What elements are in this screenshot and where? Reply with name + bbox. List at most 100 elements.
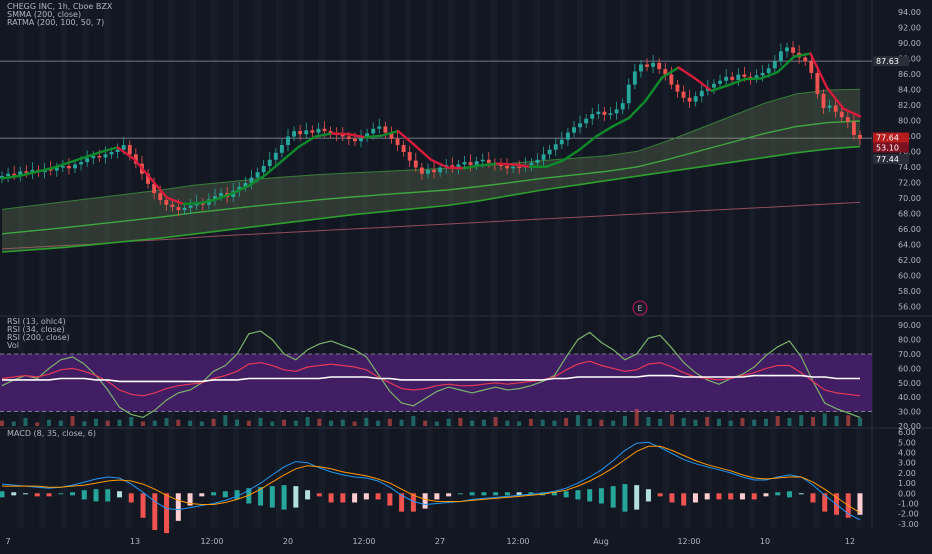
session-stripe (512, 0, 519, 528)
macd-hist-bar (293, 486, 299, 508)
ema-segment (627, 99, 647, 120)
price-tick-label: 66.00 (898, 225, 921, 234)
volume-bar (176, 419, 181, 426)
macd-hist-bar (481, 492, 487, 496)
candle-body (79, 162, 84, 165)
rsi-tick-label: 50.00 (898, 379, 921, 388)
ema-segment (347, 132, 367, 139)
session-stripe (598, 0, 605, 528)
rsi-tick-label: 60.00 (898, 364, 921, 373)
candle-body (158, 193, 163, 201)
macd-hist-bar (105, 489, 111, 502)
price-tick-label: 72.00 (898, 178, 921, 187)
rsi-200-line (2, 374, 860, 383)
symbol-line[interactable]: CHEGG INC, 1h, Cboe BZX (7, 2, 113, 11)
volume-bar (423, 420, 428, 426)
badge-rsi-bg (873, 142, 909, 153)
candle-body (304, 130, 309, 135)
ema-segment (660, 66, 680, 79)
macd-hist-bar (739, 493, 745, 500)
macd-line (1, 441, 861, 521)
candle-body (365, 133, 370, 138)
session-stripe (190, 0, 196, 528)
volume-bar (376, 420, 381, 426)
ema-segment (512, 163, 532, 168)
candle-body (60, 165, 65, 168)
volume-bar (799, 415, 804, 426)
macd-hist-bar (763, 493, 769, 497)
session-stripe (362, 0, 368, 528)
rsi-legend-34[interactable]: RSI (34, close) (7, 325, 65, 334)
candle-body (511, 166, 516, 169)
volume-bar (658, 418, 663, 426)
session-stripe (620, 0, 626, 528)
volume-bar (669, 414, 674, 426)
candle-body (687, 97, 692, 102)
rsi-legend-13[interactable]: RSI (13, ohlc4) (7, 317, 66, 326)
earnings-marker (632, 300, 648, 316)
candle-body (413, 160, 418, 168)
rsi-band (0, 354, 872, 412)
session-stripe (319, 0, 325, 528)
ratma-upper (1, 88, 861, 210)
ema-segment (413, 143, 433, 161)
candle-body (480, 159, 485, 162)
rsi-legend-200[interactable]: RSI (200, close) (7, 333, 70, 342)
candle-body (261, 165, 266, 173)
rsi-13-line (1, 330, 861, 419)
macd-tick-label: -3.00 (898, 520, 919, 529)
candle-body (541, 154, 546, 160)
macd-hist-bar (340, 493, 346, 503)
price-tick-label: 86.00 (898, 70, 921, 79)
rsi-tick-label: 90.00 (898, 321, 921, 330)
ema-segment (231, 184, 251, 195)
candle-body (152, 183, 157, 194)
macd-hist-bar (669, 493, 675, 503)
ema-segment (446, 166, 466, 170)
macd-hist-bar (622, 484, 628, 512)
candle-body (121, 145, 126, 150)
ema-segment (0, 174, 20, 180)
vol-legend[interactable]: Vol (7, 341, 19, 350)
macd-hist-bar (81, 490, 87, 500)
candle-body (438, 167, 443, 173)
smma-legend[interactable]: SMMA (200, close) (7, 10, 82, 19)
rsi-tick-label: 70.00 (898, 350, 921, 359)
candle-body (243, 183, 248, 187)
macd-tick-label: -1.00 (898, 500, 919, 509)
candle-body (298, 131, 303, 135)
candle-body (815, 72, 820, 94)
candle-body (468, 162, 473, 166)
price-tick-label: 60.00 (898, 271, 921, 280)
ema-segment (677, 66, 697, 80)
ema-segment (66, 156, 86, 165)
ema-segment (842, 107, 862, 118)
ema-segment (743, 77, 763, 81)
volume-bar (458, 417, 463, 426)
macd-legend-label[interactable]: MACD (8, 35, close, 6) (7, 429, 96, 438)
candle-body (748, 76, 753, 79)
candle-body (322, 128, 327, 132)
volume-bar (317, 418, 322, 426)
candle-body (663, 69, 668, 75)
ratma-legend[interactable]: RATMA (200, 100, 50, 7) (7, 18, 105, 27)
ema-segment (644, 76, 664, 103)
volume-bar (716, 418, 721, 426)
macd-tick-label: 6.00 (898, 428, 916, 437)
candle-body (267, 159, 272, 166)
session-stripe (749, 0, 755, 528)
volume-bar (858, 417, 862, 426)
candle-body (505, 165, 510, 169)
candle-body (12, 173, 17, 176)
volume-bar (505, 420, 510, 426)
candle-body (669, 74, 674, 85)
macd-hist-bar (446, 493, 452, 497)
ema-segment (594, 125, 614, 138)
candle-body (310, 130, 315, 133)
candle-body (517, 166, 522, 168)
candle-body (529, 162, 534, 166)
candle-body (858, 134, 862, 139)
macd-hist-bar (434, 493, 440, 500)
candle-body (133, 154, 138, 164)
